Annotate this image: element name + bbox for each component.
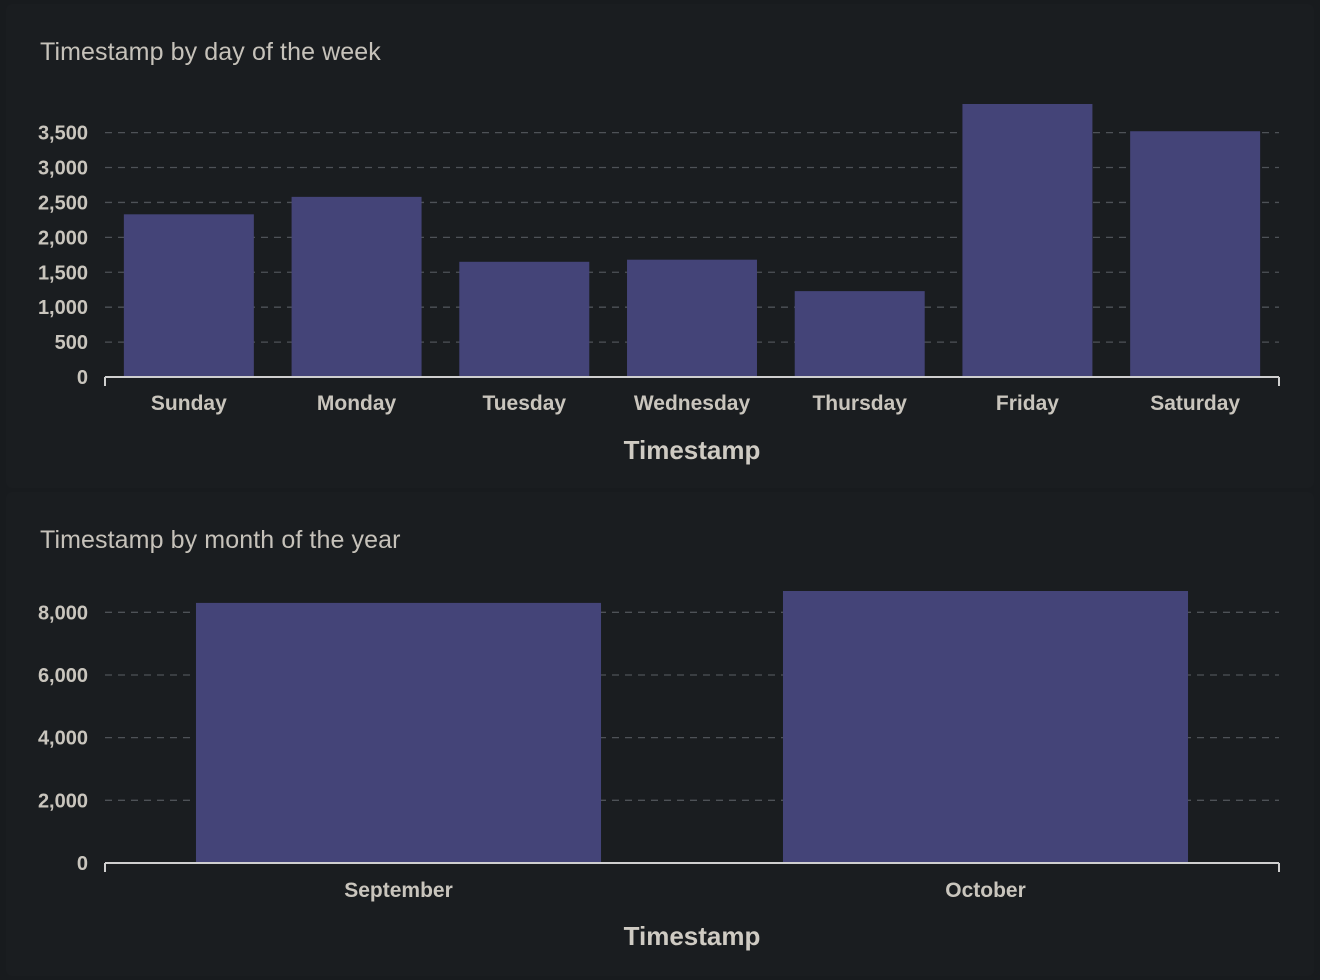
bar-september[interactable] xyxy=(195,602,602,863)
x-axis-title: Timestamp xyxy=(624,435,761,465)
y-tick-label: 2,500 xyxy=(38,192,88,214)
x-tick-label: Monday xyxy=(317,392,397,415)
y-tick-label: 3,500 xyxy=(38,123,88,145)
y-tick-label: 1,500 xyxy=(38,262,88,284)
x-tick-label: Tuesday xyxy=(482,392,566,415)
y-tick-label: 2,000 xyxy=(38,790,88,812)
x-tick-label: September xyxy=(344,879,453,902)
y-tick-label: 8,000 xyxy=(38,602,88,624)
chart-card-month-of-year: Timestamp by month of the year 0 2,000 4,0… xyxy=(6,492,1314,976)
bar-chart-day-of-week: 0 500 1,000 1,500 2,000 2,500 3,000 3,500 Sunday… xyxy=(38,104,1280,465)
x-tick-label: Friday xyxy=(996,392,1059,415)
bar-monday[interactable] xyxy=(291,196,422,377)
bar-tuesday[interactable] xyxy=(459,261,590,377)
y-tick-label: 0 xyxy=(77,853,88,875)
y-tick-label: 0 xyxy=(77,367,88,389)
bar-october[interactable] xyxy=(782,591,1189,863)
bar-sunday[interactable] xyxy=(123,214,254,377)
y-tick-label: 4,000 xyxy=(38,728,88,750)
bar-wednesday[interactable] xyxy=(627,259,757,377)
chart-title[interactable]: Timestamp by month of the year xyxy=(40,526,401,554)
bar-thursday[interactable] xyxy=(794,291,925,377)
x-tick-label: Wednesday xyxy=(634,392,751,415)
chart-card-day-of-week: Timestamp by day of the week 0 500 1,000 1,… xyxy=(6,4,1314,488)
y-tick-label: 1,000 xyxy=(38,297,88,319)
x-tick-label: Thursday xyxy=(812,392,907,415)
y-tick-label: 3,000 xyxy=(38,158,88,180)
bar-chart-month-of-year: 0 2,000 4,000 6,000 8,000 September October Tim… xyxy=(38,591,1280,951)
x-tick-label: October xyxy=(945,879,1026,902)
y-tick-label: 2,000 xyxy=(38,227,88,249)
chart-title[interactable]: Timestamp by day of the week xyxy=(40,38,381,66)
bar-friday[interactable] xyxy=(962,104,1093,377)
x-tick-label: Sunday xyxy=(151,392,227,415)
y-tick-label: 500 xyxy=(55,332,88,354)
bar-saturday[interactable] xyxy=(1130,131,1261,377)
x-tick-label: Saturday xyxy=(1150,392,1240,415)
x-axis-title: Timestamp xyxy=(624,921,761,951)
y-tick-label: 6,000 xyxy=(38,665,88,687)
